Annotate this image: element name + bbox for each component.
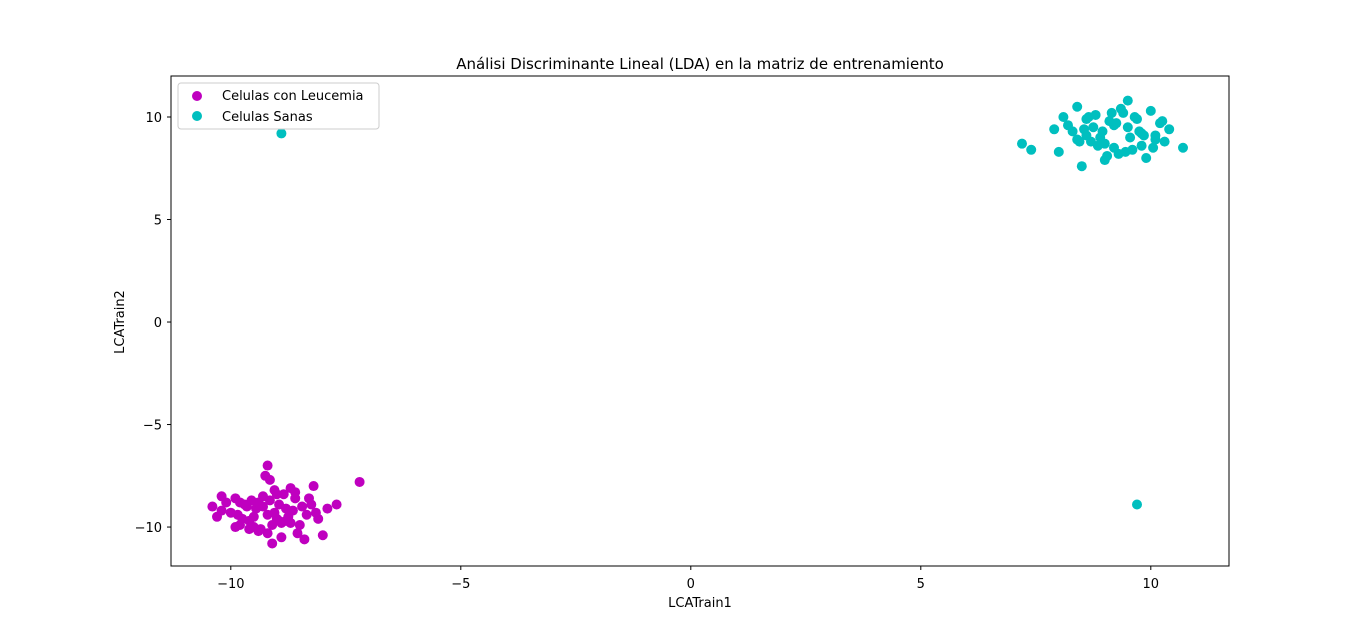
data-point-series-1 [1079,124,1090,135]
data-point-series-0 [297,501,308,512]
y-axis: −10 −5 0 5 10 [135,111,171,536]
data-point-series-1 [276,128,287,139]
data-point-series-0 [221,497,232,508]
data-point-series-1 [1129,112,1140,123]
legend: Celulas con Leucemia Celulas Sanas [177,82,380,130]
data-point-series-0 [301,509,312,520]
data-point-series-0 [292,528,303,539]
data-point-series-0 [212,511,222,522]
data-point-series-0 [290,493,301,504]
data-point-series-1 [1111,118,1122,129]
data-point-series-1 [1159,136,1170,147]
data-point-series-1 [1145,105,1156,116]
data-point-series-1 [1148,142,1159,153]
data-point-series-1 [1083,112,1094,123]
y-tick-label: −10 [135,521,162,536]
data-point-series-1 [1058,112,1069,123]
data-point-series-1 [1134,126,1145,137]
data-point-series-1 [1088,122,1099,133]
points-layer [207,95,1188,549]
data-point-series-1 [1109,142,1119,153]
x-axis-label: LCATrain1 [668,596,732,611]
x-tick-label: 5 [917,577,925,592]
legend-label-leucemia: Celulas con Leucemia [222,89,364,104]
data-point-series-1 [1164,124,1175,135]
data-point-series-0 [287,505,298,516]
data-point-series-1 [1106,107,1117,118]
data-point-series-0 [310,507,321,518]
data-point-series-1 [1092,140,1103,151]
legend-box [177,82,380,130]
data-point-series-0 [306,499,317,510]
y-tick-label: −5 [143,419,162,434]
x-tick-label: −10 [217,577,244,592]
data-point-series-1 [1125,132,1136,143]
data-point-series-0 [331,499,342,510]
data-point-series-0 [276,532,287,543]
y-tick-label: 10 [145,111,162,126]
data-point-series-0 [308,481,319,492]
data-point-series-0 [244,524,255,535]
data-point-series-0 [262,460,273,471]
data-point-series-0 [274,515,285,526]
x-axis: −10 −5 0 5 10 [217,566,1159,592]
data-point-series-0 [253,497,264,508]
data-point-series-0 [274,499,285,510]
x-tick-label: 10 [1143,577,1160,592]
data-point-series-0 [264,474,275,485]
data-point-series-1 [1026,144,1037,155]
data-point-series-1 [1017,138,1027,149]
data-point-series-0 [235,519,245,530]
data-point-series-1 [1074,136,1085,147]
data-point-series-1 [1141,153,1152,164]
legend-marker-leucemia [192,91,202,101]
x-tick-label: −5 [451,577,470,592]
x-tick-label: 0 [687,577,695,592]
data-point-series-1 [1053,146,1064,157]
data-point-series-0 [322,503,333,514]
data-point-series-1 [1157,116,1168,127]
data-point-series-0 [281,515,291,526]
data-point-series-1 [1178,142,1188,153]
data-point-series-0 [354,476,365,487]
y-axis-label: LCATrain2 [113,290,128,354]
data-point-series-1 [1076,161,1087,172]
data-point-series-1 [1136,140,1147,151]
data-point-series-1 [1150,134,1161,145]
y-tick-label: 5 [154,214,162,229]
chart-title: Análisi Discriminante Lineal (LDA) en la… [456,55,944,73]
data-point-series-1 [1115,103,1126,114]
data-point-series-1 [1122,95,1133,106]
data-point-series-1 [1122,122,1133,133]
data-point-series-0 [269,485,280,496]
data-point-series-1 [1132,499,1142,510]
data-point-series-0 [241,501,252,512]
y-tick-label: 0 [154,316,162,331]
data-point-series-1 [1102,150,1113,161]
data-point-series-0 [299,534,310,545]
data-point-series-0 [294,519,305,530]
data-point-series-0 [278,489,289,500]
legend-label-sanas: Celulas Sanas [222,110,313,125]
legend-marker-sanas [192,111,202,121]
plot-area-frame [170,75,1230,567]
data-point-series-1 [1072,101,1083,112]
data-point-series-0 [317,530,328,541]
data-point-series-0 [230,493,241,504]
data-point-series-0 [207,501,218,512]
data-point-series-0 [267,538,278,549]
data-point-series-1 [1049,124,1060,135]
data-point-series-0 [262,528,273,539]
data-point-series-1 [1097,126,1108,137]
data-point-series-1 [1063,120,1073,131]
data-point-series-1 [1120,146,1131,157]
